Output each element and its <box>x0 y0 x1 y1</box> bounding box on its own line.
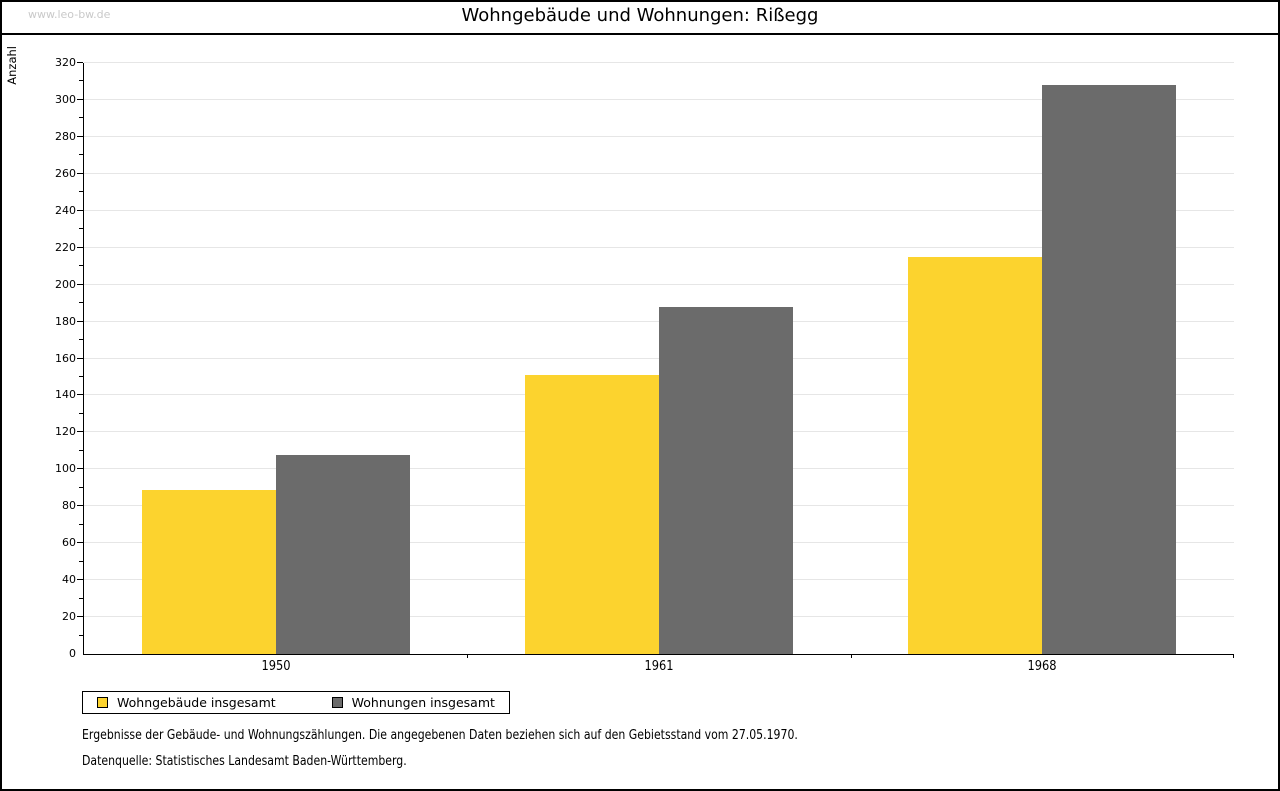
legend-label-wohngebaeude: Wohngebäude insgesamt <box>117 695 276 710</box>
gridline-y-280 <box>84 135 1234 137</box>
x-boundary-tick-2 <box>850 654 852 658</box>
y-major-tick-120 <box>77 431 83 433</box>
y-minor-tick-130 <box>79 412 83 414</box>
y-major-tick-60 <box>77 542 83 544</box>
y-major-tick-320 <box>77 62 83 63</box>
y-minor-tick-150 <box>79 375 83 377</box>
footnote-data-source: Datenquelle: Statistisches Landesamt Bad… <box>82 754 407 769</box>
footnote-source-note: Ergebnisse der Gebäude- und Wohnungszähl… <box>82 728 798 743</box>
y-major-tick-200 <box>77 283 83 285</box>
y-major-tick-280 <box>77 135 83 137</box>
legend-item-wohnungen: Wohnungen insgesamt <box>331 695 495 710</box>
x-boundary-tick-1 <box>467 654 469 658</box>
y-tick-label-60: 60 <box>62 536 76 550</box>
y-major-tick-100 <box>77 468 83 470</box>
bar-1961-series-1 <box>659 306 793 654</box>
y-major-tick-20 <box>77 616 83 618</box>
y-major-tick-240 <box>77 209 83 211</box>
y-tick-label-200: 200 <box>55 277 76 291</box>
x-tick-label-1950: 1950 <box>261 659 291 674</box>
gridline-y-220 <box>84 246 1234 248</box>
bar-1968-series-1 <box>1042 85 1177 654</box>
y-minor-tick-90 <box>79 486 83 488</box>
y-minor-tick-110 <box>79 449 83 451</box>
y-tick-label-140: 140 <box>55 388 76 402</box>
y-major-tick-260 <box>77 172 83 174</box>
y-tick-label-120: 120 <box>55 425 76 439</box>
gridline-y-260 <box>84 172 1234 174</box>
y-tick-label-300: 300 <box>55 92 76 106</box>
y-tick-label-40: 40 <box>62 573 76 587</box>
y-major-tick-140 <box>77 394 83 396</box>
legend: Wohngebäude insgesamt Wohnungen insgesam… <box>82 691 510 714</box>
y-tick-label-180: 180 <box>55 314 76 328</box>
y-tick-label-80: 80 <box>62 499 76 513</box>
legend-swatch-wohnungen <box>331 697 343 708</box>
legend-label-wohnungen: Wohnungen insgesamt <box>351 695 495 710</box>
y-tick-label-20: 20 <box>62 610 76 624</box>
x-boundary-tick-end <box>1233 654 1234 658</box>
y-minor-tick-250 <box>79 191 83 193</box>
legend-item-wohngebaeude: Wohngebäude insgesamt <box>97 695 276 710</box>
y-tick-label-240: 240 <box>55 203 76 217</box>
y-tick-label-260: 260 <box>55 166 76 180</box>
gridline-y-240 <box>84 209 1234 211</box>
legend-swatch-wohngebaeude <box>97 697 108 708</box>
y-tick-label-100: 100 <box>55 462 76 476</box>
chart-title: Wohngebäude und Wohnungen: Rißegg <box>461 5 819 26</box>
y-minor-tick-50 <box>79 560 83 562</box>
plot-area <box>77 62 1234 658</box>
bar-1950-series-0 <box>141 489 276 654</box>
y-minor-tick-70 <box>79 523 83 525</box>
y-minor-tick-210 <box>79 265 83 267</box>
y-minor-tick-290 <box>79 117 83 119</box>
y-major-tick-80 <box>77 505 83 507</box>
y-tick-label-0: 0 <box>69 647 76 660</box>
y-axis-title: Anzahl <box>5 46 19 85</box>
gridline-y-320 <box>84 62 1234 63</box>
y-minor-tick-30 <box>79 597 83 599</box>
y-minor-tick-270 <box>79 154 83 156</box>
y-tick-label-160: 160 <box>55 351 76 365</box>
watermark: www.leo-bw.de <box>28 8 111 21</box>
y-tick-label-320: 320 <box>55 56 76 69</box>
y-minor-tick-190 <box>79 302 83 304</box>
x-tick-label-1968: 1968 <box>1027 659 1057 674</box>
y-major-tick-160 <box>77 357 83 359</box>
bar-1961-series-0 <box>525 375 659 654</box>
bar-1968-series-0 <box>908 256 1043 654</box>
y-minor-tick-310 <box>79 80 83 82</box>
y-major-tick-220 <box>77 246 83 248</box>
bar-1950-series-1 <box>275 454 410 654</box>
y-major-tick-300 <box>77 98 83 100</box>
y-minor-tick-170 <box>79 339 83 341</box>
y-tick-label-280: 280 <box>55 129 76 143</box>
y-major-tick-40 <box>77 579 83 581</box>
gridline-y-200 <box>84 283 1234 285</box>
gridline-y-300 <box>84 98 1234 100</box>
y-major-tick-180 <box>77 320 83 322</box>
header-divider <box>2 33 1278 35</box>
y-minor-tick-10 <box>79 634 83 636</box>
y-tick-label-220: 220 <box>55 240 76 254</box>
x-tick-label-1961: 1961 <box>644 659 674 674</box>
y-minor-tick-230 <box>79 228 83 230</box>
